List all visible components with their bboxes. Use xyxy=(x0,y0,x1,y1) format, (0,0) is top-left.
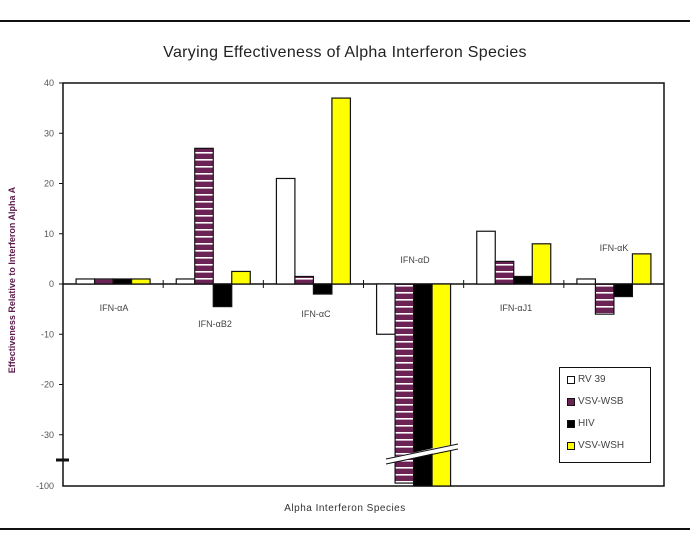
bar xyxy=(231,270,251,285)
legend-item-rv39: RV 39 xyxy=(567,374,606,385)
y-tick-label: 0 xyxy=(49,279,54,289)
bar xyxy=(294,275,315,285)
y-tick-label: -30 xyxy=(41,430,54,440)
y-tick-label: -10 xyxy=(41,329,54,339)
category-label: IFN-αD xyxy=(400,255,430,265)
bar xyxy=(513,275,533,285)
legend-swatch-rv39 xyxy=(567,375,575,384)
legend-item-vsv-wsb: VSV-WSB xyxy=(567,396,624,407)
top-rule xyxy=(0,20,690,22)
bar xyxy=(631,253,652,285)
category-label: IFN-αB2 xyxy=(198,319,232,329)
bar xyxy=(594,283,615,315)
bar xyxy=(394,283,415,484)
y-tick-label: -100 xyxy=(36,481,54,491)
y-tick-label: 20 xyxy=(44,179,54,189)
bar xyxy=(312,283,333,295)
bar xyxy=(275,177,296,285)
legend-label: VSV-WSH xyxy=(578,440,625,451)
bar xyxy=(212,283,233,308)
y-tick-label: 10 xyxy=(44,229,54,239)
category-label: IFN-αC xyxy=(301,309,331,319)
legend-item-hiv: HIV xyxy=(567,418,595,429)
legend-swatch-vsv-wsb xyxy=(567,397,575,406)
category-label: IFN-αJ1 xyxy=(500,303,532,313)
legend-swatch-hiv xyxy=(567,419,575,428)
bar xyxy=(194,147,214,285)
legend: RV 39 VSV-WSB HIV VSV-WSH xyxy=(559,367,651,463)
y-tick-label: 30 xyxy=(44,128,54,138)
legend-label: HIV xyxy=(578,418,595,429)
x-axis-label: Alpha Interferon Species xyxy=(284,503,406,514)
bar xyxy=(476,230,496,285)
bar xyxy=(531,243,552,285)
category-label: IFN-αA xyxy=(100,303,129,313)
legend-label: RV 39 xyxy=(578,374,606,385)
legend-swatch-vsv-wsh xyxy=(567,441,575,450)
bar xyxy=(576,278,597,285)
bottom-rule xyxy=(0,528,690,530)
bar xyxy=(431,283,452,487)
legend-item-vsv-wsh: VSV-WSH xyxy=(567,440,624,451)
bar xyxy=(494,260,515,285)
bar xyxy=(175,278,196,285)
bar xyxy=(93,278,114,285)
bar xyxy=(375,283,396,335)
bar xyxy=(112,278,133,285)
y-tick-label: 40 xyxy=(44,78,54,88)
bar xyxy=(75,278,96,285)
bar-break-marker xyxy=(385,443,459,464)
legend-label: VSV-WSB xyxy=(578,396,624,407)
category-label: IFN-αK xyxy=(600,243,629,253)
chart-title: Varying Effectiveness of Alpha Interfero… xyxy=(163,44,527,61)
bar xyxy=(331,97,352,285)
y-tick-label: -20 xyxy=(41,380,54,390)
bar xyxy=(613,283,634,298)
bar xyxy=(130,278,151,285)
